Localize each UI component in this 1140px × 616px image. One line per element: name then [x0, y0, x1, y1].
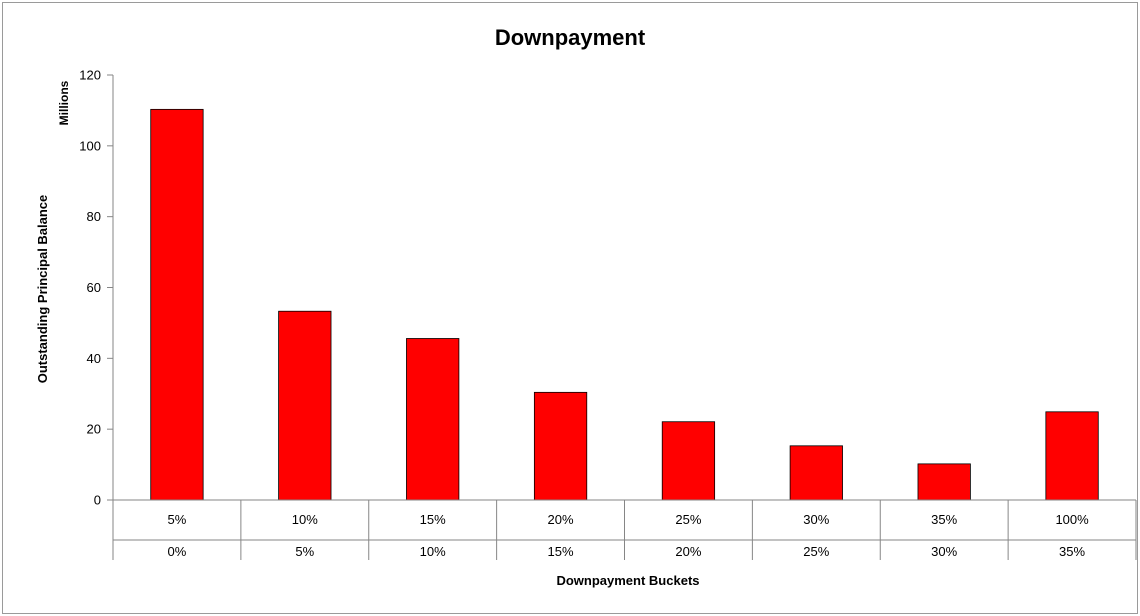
x-axis-title: Downpayment Buckets [556, 573, 699, 588]
bar-chart: Downpayment Millions Outstanding Princip… [35, 25, 1137, 588]
x-category-upper-label: 30% [803, 512, 829, 527]
bars-group [150, 108, 1099, 501]
x-category-lower-label: 10% [420, 544, 446, 559]
y-tick-label: 60 [87, 280, 101, 295]
bar [1045, 411, 1099, 501]
axes-group [112, 75, 1136, 501]
x-category-upper-label: 15% [420, 512, 446, 527]
y-axis-unit-label: Millions [57, 80, 71, 125]
x-category-lower-label: 35% [1059, 544, 1085, 559]
y-tick-label: 120 [79, 68, 101, 83]
y-tick-label: 40 [87, 351, 101, 366]
x-category-upper-label: 10% [292, 512, 318, 527]
bar [406, 338, 460, 501]
x-category-lower-label: 15% [548, 544, 574, 559]
y-axis-title: Outstanding Principal Balance [35, 195, 50, 384]
y-tick-label: 80 [87, 209, 101, 224]
x-category-upper-label: 100% [1055, 512, 1089, 527]
x-axis-categories: 5% 0% 10% 5% 15% 10% 20% 15% 25% 20% 30% 25% 35% 30% 1… [112, 500, 1137, 560]
x-category-lower-label: 30% [931, 544, 957, 559]
bar [150, 108, 204, 501]
bar [533, 391, 588, 501]
y-tick-label: 100 [79, 138, 101, 153]
y-tick-label: 20 [87, 422, 101, 437]
x-category-upper-label: 35% [931, 512, 957, 527]
x-category-lower-label: 5% [295, 544, 314, 559]
bar [661, 421, 716, 501]
y-tick-label: 0 [94, 493, 101, 508]
x-category-upper-label: 20% [548, 512, 574, 527]
x-category-lower-label: 25% [803, 544, 829, 559]
x-category-upper-label: 5% [168, 512, 187, 527]
x-category-upper-label: 25% [675, 512, 701, 527]
bar [789, 445, 843, 501]
chart-title: Downpayment [495, 25, 646, 50]
x-category-lower-label: 0% [168, 544, 187, 559]
bar [278, 310, 332, 501]
x-category-lower-label: 20% [675, 544, 701, 559]
y-axis-ticks: 0 20 40 60 80 100 120 [79, 68, 113, 508]
bar [917, 463, 971, 501]
